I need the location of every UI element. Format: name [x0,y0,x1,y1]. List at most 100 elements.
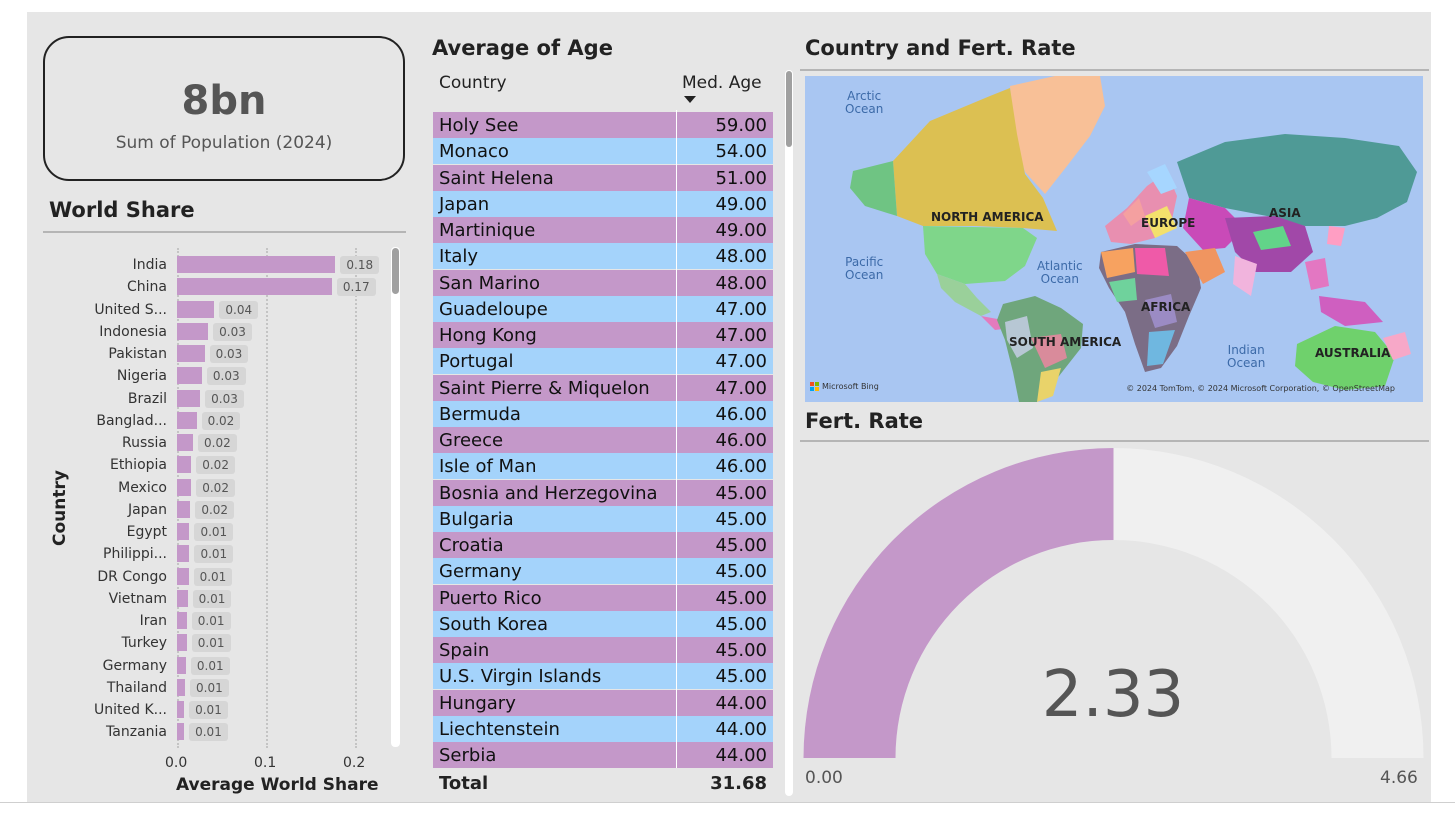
category-label: Ethiopia [109,457,167,474]
table-row[interactable]: Monaco 54.00 [433,138,773,165]
table-row[interactable]: Martinique 49.00 [433,217,773,243]
bar[interactable] [177,389,201,407]
table-row[interactable]: Saint Helena 51.00 [433,164,773,191]
bar[interactable] [177,456,192,474]
bar[interactable] [177,701,185,718]
bar[interactable] [177,345,205,362]
category-label: Egypt [126,524,167,540]
bottom-status-strip [0,802,1455,814]
world-share-divider [43,231,406,233]
column-header-med-age[interactable]: Med. Age [682,73,762,93]
bar[interactable] [177,500,191,518]
category-label: Nigeria [116,368,167,385]
table-row[interactable]: Bermuda 46.00 [433,400,773,427]
bar[interactable] [177,634,187,652]
gauge-min-label: 0.00 [805,768,843,788]
continent-label-africa: AFRICA [1141,300,1191,314]
category-label: United S... [94,301,167,318]
population-kpi-card[interactable]: 8bn Sum of Population (2024) [43,36,405,181]
bar[interactable] [177,567,189,585]
table-row[interactable]: Liechtenstein 44.00 [433,715,773,742]
table-total-value: 31.68 [710,773,767,794]
table-row[interactable]: Portugal 47.00 [433,348,773,375]
fert-rate-gauge[interactable] [800,444,1429,764]
table-row[interactable]: San Marino 48.00 [433,269,773,296]
cell-med-age: 51.00 [715,167,767,189]
bar[interactable] [177,478,192,496]
category-label: Germany [102,657,167,674]
table-row[interactable]: Saint Pierre & Miquelon 47.00 [433,374,773,401]
table-row[interactable]: Guadeloupe 47.00 [433,295,773,322]
cell-country: Hungary [439,692,516,714]
category-label: Turkey [121,635,167,652]
cell-country: U.S. Virgin Islands [439,666,602,688]
world-share-x-axis-title: Average World Share [176,775,379,795]
bar[interactable] [177,322,209,340]
cell-med-age: 44.00 [715,692,767,714]
cell-country: San Marino [439,272,540,294]
column-header-country[interactable]: Country [439,73,507,93]
world-share-scrollbar[interactable] [391,247,400,747]
cell-country: Guadeloupe [439,298,548,320]
table-row[interactable]: U.S. Virgin Islands 45.00 [433,663,773,690]
kpi-label: Sum of Population (2024) [115,133,333,153]
table-row[interactable]: Italy 48.00 [433,243,773,270]
cell-med-age: 47.00 [715,351,767,373]
category-label: Vietnam [108,590,167,607]
microsoft-logo-icon [810,382,819,391]
bar[interactable] [177,656,186,674]
category-label: Russia [121,435,167,451]
cell-med-age: 47.00 [715,298,767,320]
data-label: 0.02 [196,478,235,497]
bar[interactable] [177,589,188,607]
table-row[interactable]: Bosnia and Herzegovina 45.00 [433,479,773,506]
age-table-title: Average of Age [432,36,613,60]
age-table-scroll-thumb[interactable] [786,71,792,147]
table-row[interactable]: Isle of Man 46.00 [433,453,773,480]
cell-country: Bosnia and Herzegovina [439,482,658,504]
table-row[interactable]: Hong Kong 47.00 [433,322,773,348]
table-row[interactable]: Bulgaria 45.00 [433,505,773,532]
category-label: Iran [139,613,167,629]
bar[interactable] [177,256,336,273]
cell-med-age: 46.00 [715,403,767,425]
table-row[interactable]: Holy See 59.00 [433,112,773,138]
bar[interactable] [177,678,185,696]
table-row[interactable]: Spain 45.00 [433,637,773,663]
cell-med-age: 45.00 [715,535,767,556]
cell-med-age: 45.00 [715,508,767,530]
table-row[interactable]: Germany 45.00 [433,558,773,585]
table-row[interactable]: Serbia 44.00 [433,742,773,768]
bar[interactable] [177,434,194,451]
data-label: 0.01 [191,634,231,653]
world-map[interactable]: Arctic Ocean Pacific Ocean Atlantic Ocea… [805,76,1423,402]
cell-country: Hong Kong [439,325,537,346]
sort-descending-icon[interactable] [684,96,696,103]
bar[interactable] [177,523,190,540]
bar[interactable] [177,545,190,563]
bar[interactable] [177,411,197,429]
continent-label-australia: AUSTRALIA [1315,346,1391,360]
data-label: 0.03 [209,345,249,363]
table-row[interactable]: Hungary 44.00 [433,689,773,716]
world-map-graphic [850,76,1417,402]
age-table-scrollbar[interactable] [785,70,793,796]
bar[interactable] [177,723,185,741]
table-row[interactable]: Croatia 45.00 [433,532,773,558]
table-row[interactable]: Greece 46.00 [433,427,773,453]
bar[interactable] [177,278,332,296]
ocean-label-atlantic: Atlantic Ocean [1037,259,1083,286]
world-share-scroll-thumb[interactable] [392,248,399,294]
bar[interactable] [177,612,187,629]
bar[interactable] [177,367,202,385]
table-row[interactable]: Puerto Rico 45.00 [433,584,773,611]
map-attribution[interactable]: © 2024 TomTom, © 2024 Microsoft Corporat… [1126,384,1395,393]
data-label: 0.17 [336,278,376,297]
table-row[interactable]: Japan 49.00 [433,190,773,217]
cell-country: Martinique [439,220,536,241]
gridline [266,248,268,748]
bar[interactable] [177,300,215,318]
data-label: 0.02 [196,456,235,475]
cell-med-age: 44.00 [715,745,767,766]
table-row[interactable]: South Korea 45.00 [433,610,773,637]
